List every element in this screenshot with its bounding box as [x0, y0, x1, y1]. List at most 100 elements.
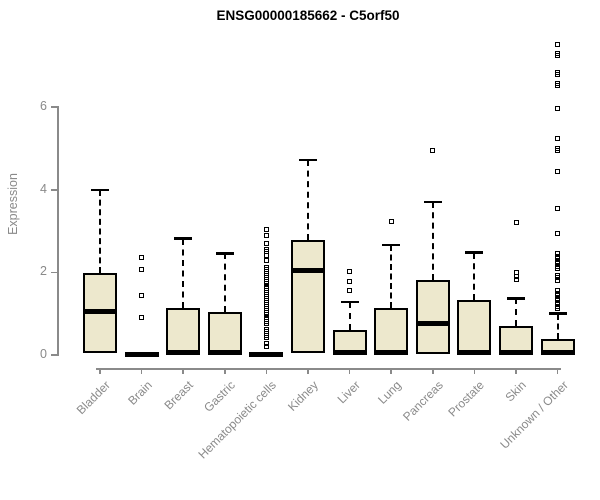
outlier-point	[555, 146, 561, 151]
whisker-cap	[340, 300, 359, 304]
outlier-point	[263, 257, 269, 263]
box	[415, 279, 450, 354]
outlier-point	[263, 344, 269, 350]
outlier-point	[555, 287, 561, 293]
median-line	[540, 350, 575, 356]
y-tick	[51, 354, 57, 356]
median-line	[457, 350, 492, 356]
outlier-point	[139, 254, 145, 260]
x-tick	[307, 368, 309, 374]
median-line	[207, 350, 242, 356]
outlier-point	[555, 298, 561, 304]
x-tick	[432, 368, 434, 374]
x-tick	[556, 368, 559, 374]
outlier-point	[555, 51, 561, 56]
x-axis-line	[96, 368, 561, 370]
box	[207, 311, 242, 355]
x-tick	[265, 368, 268, 374]
median-line	[332, 350, 367, 356]
median-line	[249, 351, 284, 357]
outlier-point	[555, 272, 561, 278]
outlier-point	[263, 232, 269, 238]
whisker-line	[348, 302, 351, 331]
whisker-cap	[215, 252, 234, 255]
outlier-point	[555, 41, 561, 47]
chart-title: ENSG00000185662 - C5orf50	[216, 8, 400, 23]
outlier-point	[430, 148, 436, 154]
x-tick	[224, 368, 226, 374]
whisker-line	[515, 298, 517, 327]
outlier-point	[139, 266, 145, 272]
outlier-point	[347, 287, 353, 293]
whisker-line	[99, 189, 101, 274]
median-line	[166, 350, 201, 356]
y-tick-label: 2	[40, 264, 47, 279]
outlier-point	[555, 205, 561, 211]
x-tick	[99, 368, 101, 374]
box	[499, 326, 533, 355]
outlier-point	[263, 240, 269, 246]
outlier-point	[263, 264, 269, 270]
whisker-cap	[174, 237, 193, 240]
outlier-point	[513, 269, 519, 275]
box	[291, 240, 325, 353]
median-line	[499, 350, 533, 356]
outlier-point	[388, 218, 394, 224]
outlier-point	[263, 226, 269, 232]
outlier-point	[263, 247, 269, 253]
y-tick-label: 6	[40, 99, 47, 114]
median-line	[83, 309, 117, 315]
outlier-point	[263, 252, 269, 258]
x-tick	[182, 368, 184, 374]
x-tick	[473, 368, 476, 374]
outlier-point	[139, 292, 145, 298]
whisker-line	[390, 245, 393, 308]
outlier-point	[555, 105, 561, 111]
outlier-point	[555, 251, 561, 257]
x-tick	[515, 368, 517, 374]
y-tick-label: 4	[40, 181, 47, 196]
outlier-point	[555, 70, 561, 76]
box	[166, 308, 201, 355]
outlier-point	[139, 315, 145, 321]
y-tick-label: 0	[40, 347, 47, 361]
box	[457, 300, 492, 355]
x-tick	[348, 368, 351, 374]
median-line	[124, 351, 159, 357]
x-tick	[140, 368, 143, 374]
outlier-point	[555, 290, 561, 296]
whisker-line	[431, 202, 434, 280]
whisker-cap	[382, 243, 401, 247]
outlier-point	[555, 169, 561, 175]
outlier-point	[347, 278, 353, 284]
whisker-line	[473, 252, 476, 301]
median-line	[374, 350, 409, 356]
x-tick	[390, 368, 392, 374]
whisker-cap	[465, 251, 484, 254]
whisker-cap	[423, 200, 442, 204]
whisker-line	[223, 253, 226, 312]
y-axis-line	[57, 106, 59, 356]
median-line	[291, 268, 325, 274]
outlier-point	[347, 269, 353, 275]
whisker-cap	[548, 312, 567, 315]
y-tick	[51, 106, 57, 108]
whisker-cap	[507, 297, 525, 300]
whisker-line	[182, 238, 185, 309]
y-tick	[51, 271, 57, 274]
box	[374, 307, 409, 355]
outlier-point	[263, 340, 269, 346]
outlier-point	[263, 326, 269, 332]
outlier-point	[555, 231, 561, 237]
outlier-point	[555, 303, 561, 309]
whisker-line	[307, 160, 309, 241]
outlier-point	[555, 80, 561, 86]
whisker-line	[556, 313, 559, 340]
outlier-point	[513, 219, 519, 225]
y-tick	[51, 189, 57, 191]
whisker-cap	[299, 158, 317, 162]
outlier-point	[555, 135, 561, 141]
whisker-cap	[91, 188, 109, 192]
